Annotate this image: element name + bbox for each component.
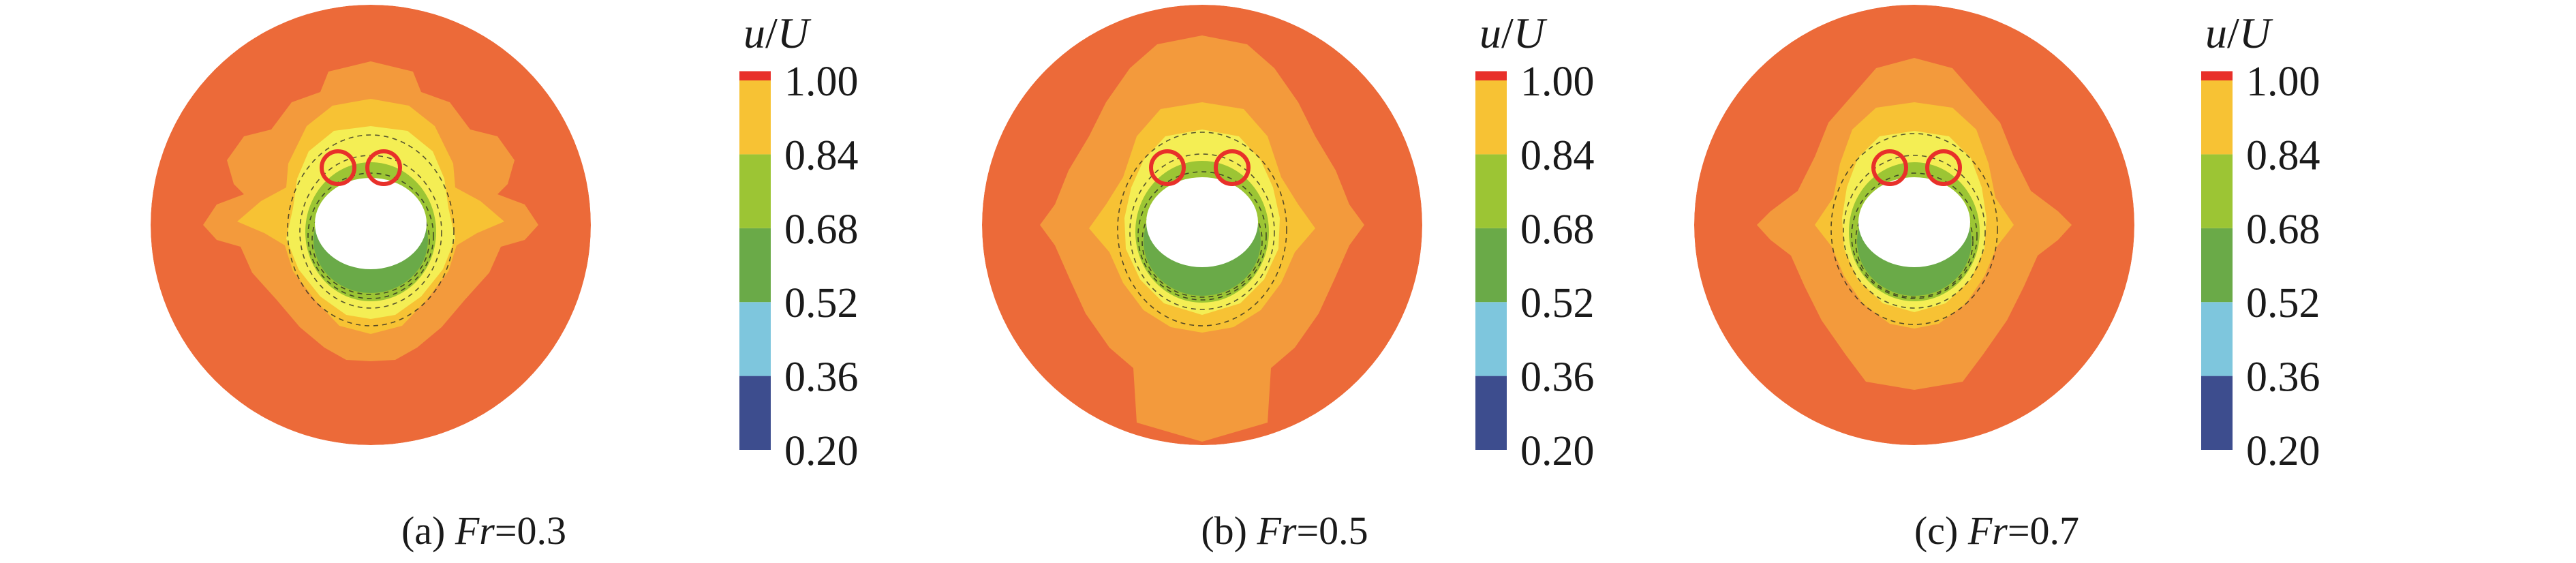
contour-lines-b bbox=[1117, 132, 1287, 326]
marker-circle-b-right bbox=[1214, 149, 1251, 186]
colorbar-tick-a-3: 0.52 bbox=[784, 280, 859, 326]
contour-plot-a bbox=[151, 5, 591, 445]
colorbar-level-c-2 bbox=[2201, 228, 2233, 303]
obstacle-hole-c bbox=[1858, 177, 1970, 267]
contour-lines-c bbox=[1830, 133, 1998, 325]
colorbar-tick-b-3: 0.52 bbox=[1520, 280, 1595, 326]
obstacle-hole-a bbox=[315, 178, 427, 269]
colorbar-level-a-4 bbox=[739, 80, 771, 155]
contour-plot-b bbox=[982, 5, 1422, 445]
colorbar-tick-a-2: 0.68 bbox=[784, 207, 859, 253]
colorbar-level-a-3 bbox=[739, 154, 771, 228]
colorbar-tick-c-5: 0.20 bbox=[2246, 428, 2320, 474]
contour-lines-a bbox=[287, 134, 455, 326]
colorbar-tick-c-4: 0.36 bbox=[2246, 354, 2320, 401]
panel-caption-c: (c) Fr=0.7 bbox=[1914, 508, 2079, 553]
colorbars: u/U1.000.840.680.520.360.20u/U1.000.840.… bbox=[739, 9, 2320, 474]
colorbar-title-b: u/U bbox=[1479, 9, 1548, 57]
contour-plot-c bbox=[1694, 5, 2134, 445]
colorbar-level-b-1 bbox=[1475, 302, 1507, 376]
colorbar-level-b-0 bbox=[1475, 376, 1507, 450]
colorbar-level-a-1 bbox=[739, 302, 771, 376]
colorbar-title-a: u/U bbox=[743, 9, 812, 57]
marker-circle-a-left bbox=[320, 149, 356, 186]
colorbar-tick-b-1: 0.84 bbox=[1520, 132, 1595, 179]
marker-circle-c-left bbox=[1871, 149, 1908, 186]
colorbar-level-c-0 bbox=[2201, 376, 2233, 450]
colorbar-tick-c-0: 1.00 bbox=[2246, 59, 2320, 105]
colorbar-tick-b-0: 1.00 bbox=[1520, 59, 1595, 105]
colorbar-tick-c-2: 0.68 bbox=[2246, 207, 2320, 253]
colorbar-tick-b-4: 0.36 bbox=[1520, 354, 1595, 401]
obstacle-hole-b bbox=[1146, 177, 1258, 267]
colorbar-level-b-2 bbox=[1475, 228, 1507, 303]
colorbar-tick-a-1: 0.84 bbox=[784, 132, 859, 179]
captions: (a) Fr=0.3 (b) Fr=0.5 (c) Fr=0.7 bbox=[401, 508, 2079, 553]
colorbar-tick-a-0: 1.00 bbox=[784, 59, 859, 105]
colorbar-level-b-3 bbox=[1475, 154, 1507, 228]
panel-caption-b: (b) Fr=0.5 bbox=[1201, 508, 1368, 553]
panel-b bbox=[982, 5, 1422, 445]
colorbar-tick-a-4: 0.36 bbox=[784, 354, 859, 401]
colorbar-level-c-1 bbox=[2201, 302, 2233, 376]
panel-a bbox=[151, 5, 591, 445]
colorbar-a: u/U1.00 0.84 0.68 0.52 0.36 0.20 bbox=[739, 9, 859, 474]
colorbar-level-a-0 bbox=[739, 376, 771, 450]
colorbar-level-c-3 bbox=[2201, 154, 2233, 228]
colorbar-tick-c-1: 0.84 bbox=[2246, 132, 2320, 179]
colorbar-level-b-5 bbox=[1475, 71, 1507, 80]
colorbar-tick-b-2: 0.68 bbox=[1520, 207, 1595, 253]
colorbar-b: u/U1.00 0.84 0.68 0.52 0.36 0.20 bbox=[1475, 9, 1595, 474]
colorbar-tick-c-3: 0.52 bbox=[2246, 280, 2320, 326]
colorbar-level-c-4 bbox=[2201, 80, 2233, 155]
marker-circle-a-right bbox=[365, 149, 402, 186]
panel-c bbox=[1694, 5, 2134, 445]
marker-circle-c-right bbox=[1925, 149, 1962, 186]
colorbar-tick-a-5: 0.20 bbox=[784, 428, 859, 474]
colorbar-tick-b-5: 0.20 bbox=[1520, 428, 1595, 474]
colorbar-level-a-5 bbox=[739, 71, 771, 80]
marker-circle-b-left bbox=[1149, 149, 1186, 186]
colorbar-title-c: u/U bbox=[2205, 9, 2273, 57]
panel-caption-a: (a) Fr=0.3 bbox=[401, 508, 566, 553]
colorbar-level-a-2 bbox=[739, 228, 771, 303]
colorbar-level-b-4 bbox=[1475, 80, 1507, 155]
colorbar-c: u/U1.00 0.84 0.68 0.52 0.36 0.20 bbox=[2201, 9, 2320, 474]
colorbar-level-c-5 bbox=[2201, 71, 2233, 80]
